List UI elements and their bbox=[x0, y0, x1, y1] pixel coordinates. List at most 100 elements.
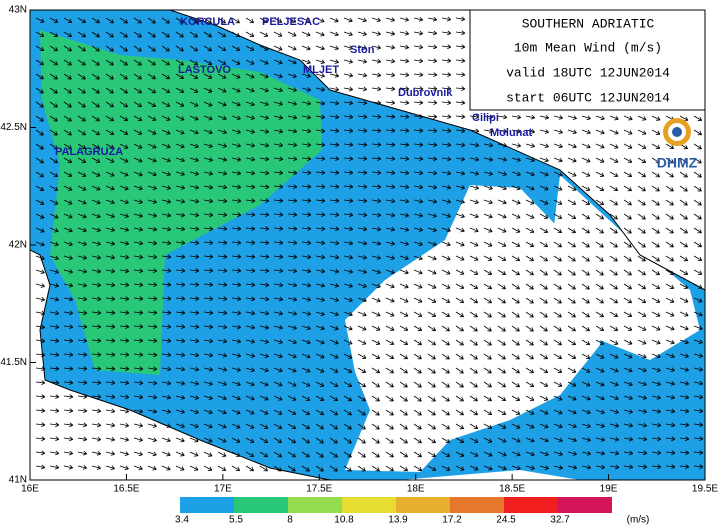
wind-arrow bbox=[483, 185, 493, 191]
wind-arrow bbox=[161, 101, 171, 107]
wind-arrow bbox=[63, 171, 73, 177]
wind-arrow bbox=[133, 324, 144, 329]
wind-arrow bbox=[427, 44, 438, 50]
wind-arrow bbox=[231, 254, 242, 259]
wind-arrow bbox=[357, 395, 366, 402]
wind-arrow bbox=[175, 212, 186, 218]
wind-arrow bbox=[665, 199, 674, 206]
wind-arrow bbox=[637, 297, 647, 303]
wind-arrow bbox=[63, 143, 72, 150]
wind-arrow bbox=[105, 31, 114, 38]
wind-arrow bbox=[119, 143, 129, 149]
wind-arrow bbox=[371, 114, 382, 120]
wind-arrow bbox=[273, 59, 283, 65]
wind-arrow bbox=[343, 423, 352, 430]
wind-arrow bbox=[441, 395, 450, 402]
colorbar-segment bbox=[396, 497, 450, 513]
wind-arrow bbox=[371, 381, 380, 388]
wind-arrow bbox=[49, 338, 60, 344]
wind-arrow bbox=[483, 395, 492, 402]
wind-arrow bbox=[231, 115, 241, 121]
wind-arrow bbox=[343, 142, 354, 148]
wind-arrow bbox=[441, 199, 451, 204]
wind-arrow bbox=[651, 367, 661, 373]
wind-arrow bbox=[399, 451, 408, 458]
wind-arrow bbox=[105, 241, 116, 246]
wind-arrow bbox=[147, 171, 157, 177]
wind-arrow bbox=[329, 353, 339, 359]
wind-arrow bbox=[441, 451, 451, 457]
wind-arrow bbox=[105, 213, 115, 219]
wind-arrow bbox=[287, 451, 296, 458]
wind-arrow bbox=[105, 129, 115, 136]
wind-arrow bbox=[259, 17, 269, 23]
wind-arrow bbox=[665, 227, 674, 234]
wind-arrow bbox=[175, 87, 185, 93]
wind-arrow bbox=[343, 367, 353, 373]
wind-arrow bbox=[455, 423, 465, 430]
wind-arrow bbox=[399, 100, 410, 106]
wind-arrow bbox=[329, 297, 339, 302]
wind-arrow bbox=[77, 227, 87, 233]
wind-arrow bbox=[637, 409, 648, 414]
wind-arrow bbox=[119, 45, 128, 52]
wind-arrow bbox=[553, 395, 563, 401]
wind-arrow bbox=[301, 114, 312, 120]
wind-arrow bbox=[259, 409, 269, 415]
wind-arrow bbox=[385, 142, 396, 147]
wind-arrow bbox=[77, 45, 86, 52]
wind-arrow bbox=[651, 311, 661, 317]
wind-arrow bbox=[49, 143, 58, 150]
wind-arrow bbox=[483, 283, 493, 290]
wind-arrow bbox=[427, 297, 437, 303]
wind-arrow bbox=[511, 199, 521, 205]
wind-arrow bbox=[63, 408, 74, 414]
wind-arrow bbox=[63, 59, 72, 66]
wind-arrow bbox=[329, 451, 338, 458]
wind-arrow bbox=[63, 269, 73, 274]
wind-arrow bbox=[595, 115, 605, 121]
wind-arrow bbox=[399, 381, 408, 388]
wind-arrow bbox=[567, 129, 577, 135]
wind-arrow bbox=[245, 367, 255, 373]
wind-arrow bbox=[399, 325, 409, 331]
coastline bbox=[169, 10, 705, 291]
wind-arrow bbox=[553, 269, 562, 276]
place-label: PELJESAC bbox=[262, 16, 320, 28]
wind-arrow bbox=[679, 367, 689, 372]
wind-arrow bbox=[637, 464, 648, 470]
wind-arrow bbox=[161, 437, 171, 443]
wind-arrow bbox=[133, 143, 143, 149]
wind-arrow bbox=[161, 352, 172, 358]
wind-arrow bbox=[35, 464, 46, 470]
wind-arrow bbox=[231, 395, 241, 401]
wind-arrow bbox=[637, 283, 647, 290]
wind-arrow bbox=[455, 16, 466, 22]
wind-arrow bbox=[441, 283, 451, 289]
wind-arrow bbox=[161, 59, 170, 66]
wind-arrow bbox=[693, 464, 704, 469]
wind-arrow bbox=[413, 255, 423, 261]
wind-arrow bbox=[357, 156, 368, 161]
wind-arrow bbox=[343, 59, 353, 64]
wind-arrow bbox=[553, 381, 563, 387]
wind-arrow bbox=[385, 184, 396, 190]
wind-arrow bbox=[343, 311, 353, 317]
wind-arrow bbox=[427, 269, 437, 275]
wind-arrow bbox=[385, 465, 394, 472]
wind-arrow bbox=[357, 17, 367, 23]
wind-arrow bbox=[119, 408, 130, 414]
wind-arrow bbox=[133, 17, 142, 24]
wind-arrow bbox=[49, 87, 58, 94]
wind-arrow bbox=[567, 297, 576, 304]
wind-arrow bbox=[259, 156, 270, 162]
wind-arrow bbox=[63, 352, 74, 358]
wind-arrow bbox=[329, 212, 340, 218]
wind-arrow bbox=[497, 185, 507, 191]
wind-arrow bbox=[161, 17, 170, 24]
wind-arrow bbox=[525, 465, 535, 471]
wind-arrow bbox=[119, 451, 129, 456]
wind-arrow bbox=[623, 297, 633, 304]
wind-arrow bbox=[343, 381, 353, 388]
